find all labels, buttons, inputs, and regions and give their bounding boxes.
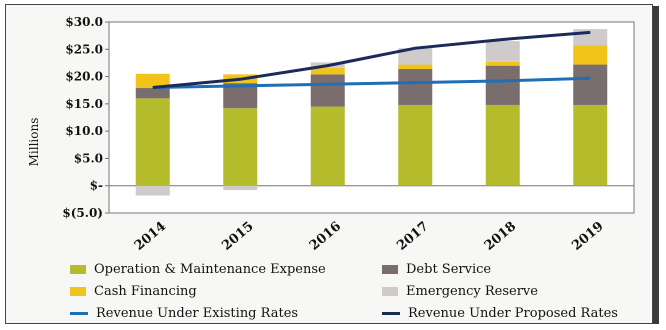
legend-line-proposed [382,312,400,315]
x-axis-ticks: 2014 2015 2016 2017 2018 2019 [132,219,607,254]
legend-line-existing [70,312,88,315]
bar-segment [398,104,433,186]
y-tick-label: $20.0 [65,70,103,84]
lines [152,30,591,89]
legend-swatch-debt [382,265,398,274]
x-tick-label: 2017 [394,219,431,254]
bar-segment [485,41,520,62]
plot-background [108,21,635,214]
legend-item-cash: Cash Financing [70,284,197,299]
bar-segment [310,67,345,75]
bar-segment [573,29,608,46]
legend-swatch-emergency [382,287,398,296]
legend-item-om: Operation & Maintenance Expense [70,262,326,277]
bar-segment [135,73,170,89]
legend-label-existing: Revenue Under Existing Rates [96,306,299,321]
bar-segment [135,88,170,99]
bar-segment [485,65,520,105]
bar-segment [398,64,433,69]
bar-segment [573,45,608,65]
y-tick-label: $10.0 [65,124,103,138]
x-tick-label: 2014 [132,219,169,254]
bar-segment [135,185,170,196]
y-axis-ticks: $30.0 $25.0 $20.0 $15.0 $10.0 $5.0 $- $(5.0) [62,15,109,220]
legend-item-proposed: Revenue Under Proposed Rates [382,306,618,321]
x-tick-label: 2018 [482,219,519,254]
x-tick-label: 2019 [569,219,606,254]
legend-item-emergency: Emergency Reserve [382,284,538,299]
chart: $30.0 $25.0 $20.0 $15.0 $10.0 $5.0 $- $(5.0) 20… [27,15,635,254]
legend-label-om: Operation & Maintenance Expense [94,262,326,277]
legend-label-proposed: Revenue Under Proposed Rates [408,306,618,321]
bar-segment [310,106,345,186]
bar-segment [573,104,608,186]
bar-segment [310,74,345,107]
y-axis-label: Millions [27,118,41,167]
legend-label-debt: Debt Service [406,262,492,277]
y-tick-label: $5.0 [74,151,103,165]
legend-item-existing: Revenue Under Existing Rates [70,306,298,321]
bar-segment [485,61,520,66]
plot-area [108,21,635,214]
y-tick-label: $- [90,179,103,193]
y-tick-label: $15.0 [65,97,103,111]
bar-segment [398,48,433,65]
y-tick-label: $25.0 [65,42,103,56]
bar-segment [135,98,170,186]
bar-segment [398,68,433,105]
x-tick-label: 2015 [219,219,256,254]
bar-segment [223,185,258,191]
bar-segment [485,104,520,186]
chart-frame: $30.0 $25.0 $20.0 $15.0 $10.0 $5.0 $- $(5.0) 20… [5,4,653,324]
bar-segment [223,108,258,186]
frame-shadow [653,6,659,324]
legend-swatch-om [70,265,86,274]
y-tick-label: $30.0 [65,15,103,29]
bars [135,29,608,196]
legend-swatch-cash [70,287,86,296]
x-tick-label: 2016 [307,219,344,254]
legend-item-debt: Debt Service [382,262,491,277]
line-series [152,30,591,89]
legend-label-emergency: Emergency Reserve [406,284,538,299]
line-series [152,76,591,89]
legend-label-cash: Cash Financing [94,284,197,299]
bar-segment [573,64,608,105]
y-tick-label: $(5.0) [62,206,103,220]
